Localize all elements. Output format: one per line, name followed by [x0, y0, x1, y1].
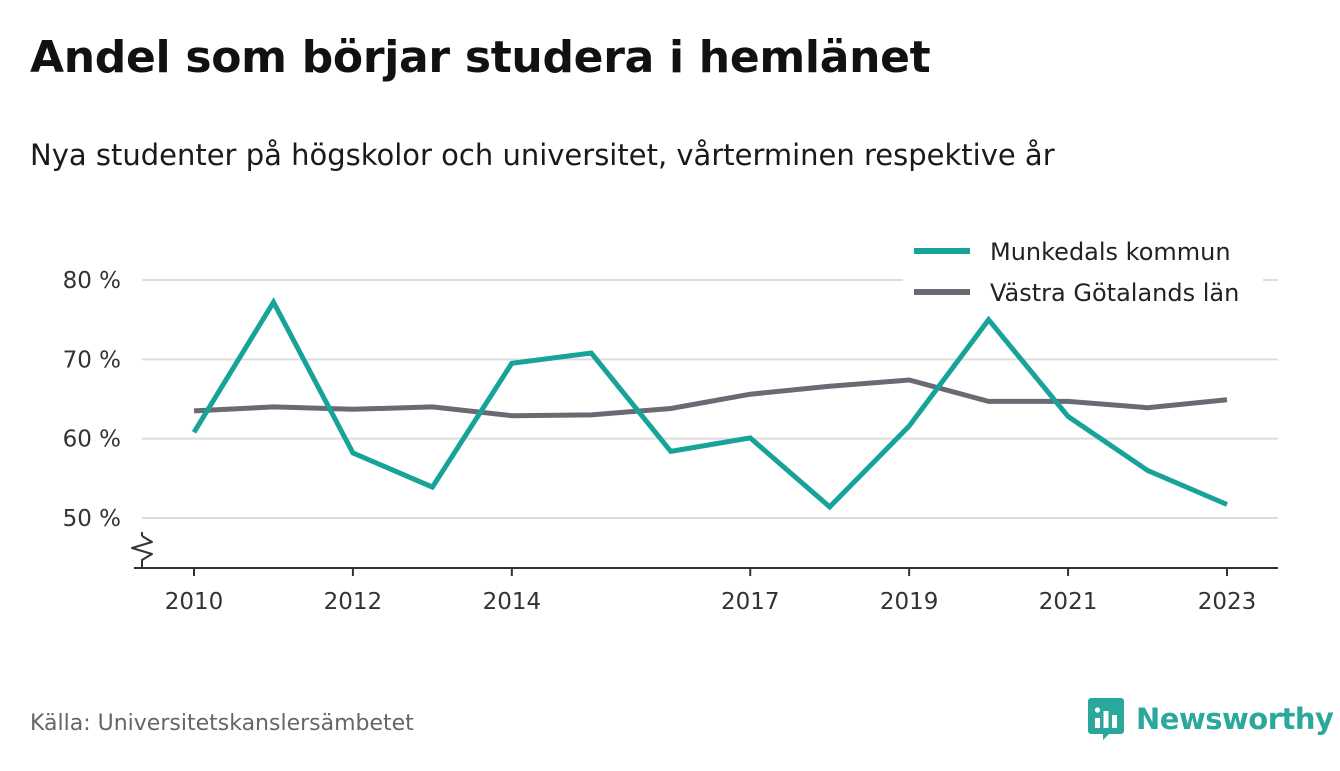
- series-line-vastra-gotaland: [193, 377, 1228, 419]
- legend-background: [903, 232, 1263, 316]
- x-tick-label: 2021: [1039, 589, 1098, 615]
- axis-break-icon: [131, 535, 153, 568]
- chart-subtitle: Nya studenter på högskolor och universit…: [30, 138, 1055, 172]
- series: [191, 297, 1228, 511]
- x-tick-label: 2017: [721, 589, 780, 615]
- source-note: Källa: Universitetskanslersämbetet: [30, 711, 414, 736]
- newsworthy-logo-icon: [1088, 698, 1124, 740]
- brand-logo: Newsworthy: [1088, 698, 1334, 740]
- x-tick-label: 2014: [483, 589, 542, 615]
- y-tick-label: 50 %: [63, 506, 121, 532]
- brand-name: Newsworthy: [1136, 702, 1334, 736]
- legend-label: Västra Götalands län: [990, 279, 1239, 307]
- x-tick-label: 2010: [165, 589, 224, 615]
- x-tick-label: 2019: [880, 589, 939, 615]
- chart-title: Andel som börjar studera i hemlänet: [30, 32, 931, 83]
- legend: Munkedals kommun Västra Götalands län: [903, 232, 1263, 316]
- x-tick-label: 2012: [324, 589, 383, 615]
- y-tick-label: 70 %: [63, 347, 121, 373]
- x-tick-label: 2023: [1198, 589, 1257, 615]
- series-line-munkedal: [191, 297, 1228, 511]
- axes: 50 % 60 % 70 % 80 % 2010 2012 2014 2017 2019 2021…: [63, 268, 1278, 615]
- y-tick-label: 80 %: [63, 268, 121, 294]
- legend-label: Munkedals kommun: [990, 238, 1231, 266]
- y-tick-label: 60 %: [63, 427, 121, 453]
